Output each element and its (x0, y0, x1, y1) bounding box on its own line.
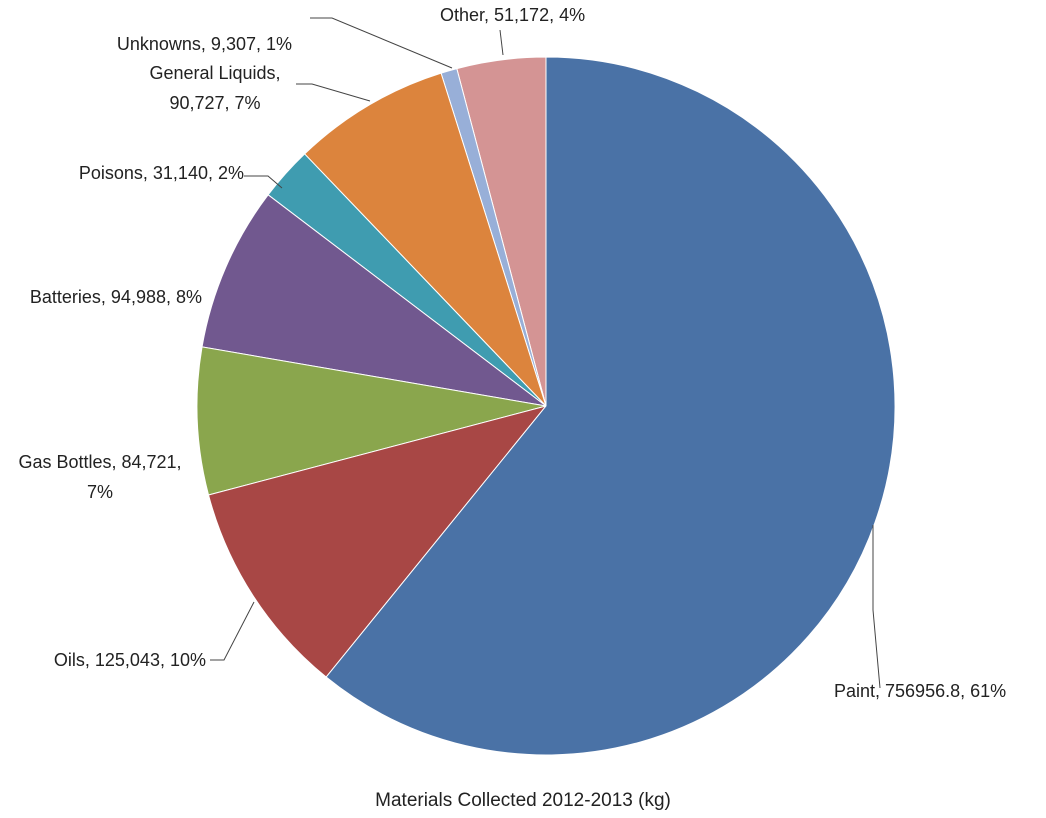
data-label: Oils, 125,043, 10% (53, 650, 206, 670)
data-label: Other, 51,172, 4% (440, 5, 586, 25)
leader-line (244, 175, 283, 189)
data-label: Unknowns, 9,307, 1% (116, 34, 292, 54)
data-label: General Liquids, 90,727, 7% (149, 63, 281, 113)
pie-slice (303, 72, 547, 407)
leader-line (296, 83, 371, 102)
data-label: Gas Bottles, 84,721, 7% (18, 452, 182, 502)
leader-line (310, 17, 453, 69)
leader-lines (210, 17, 881, 689)
chart-title: Materials Collected 2012-2013 (kg) (375, 790, 671, 811)
pie-slice (207, 405, 548, 678)
pie-slice (201, 194, 547, 407)
pie-slice (325, 56, 896, 756)
leader-line (210, 601, 255, 661)
pie-slice (196, 346, 547, 496)
data-label: Poisons, 31,140, 2% (78, 163, 244, 183)
data-label: Batteries, 94,988, 8% (29, 287, 202, 307)
data-label: Paint, 756956.8, 61% (834, 681, 1007, 701)
leader-line (499, 29, 504, 56)
leader-line (872, 525, 881, 689)
